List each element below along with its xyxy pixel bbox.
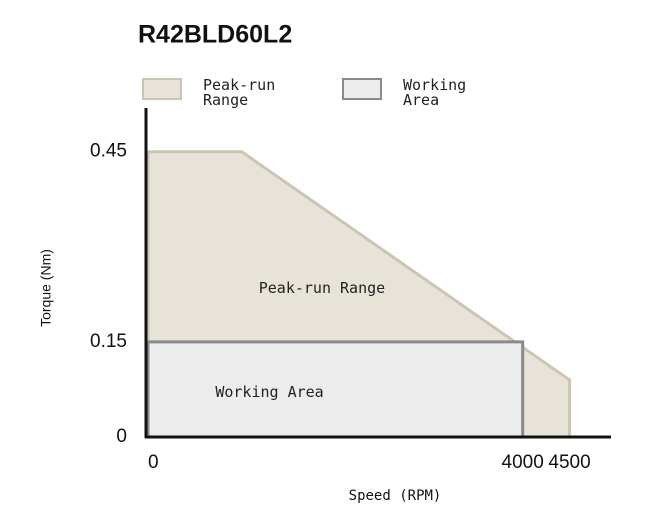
x-tick-label: 0 — [148, 452, 159, 473]
legend-label: Working Area — [403, 76, 467, 109]
legend-swatch — [342, 78, 382, 100]
x-axis-label: Speed (RPM) — [349, 488, 442, 504]
y-axis-label: Torque (Nm) — [38, 249, 54, 327]
y-tick-label: 0.15 — [90, 331, 127, 352]
x-tick-label: 4000 — [502, 452, 544, 473]
legend-label: Peak-run Range — [203, 76, 276, 109]
x-tick-label: 4500 — [548, 452, 590, 473]
area — [146, 340, 525, 439]
y-tick-label: 0 — [116, 426, 127, 447]
legend-swatch — [142, 78, 182, 100]
area-label: Peak-run Range — [259, 279, 385, 297]
chart-title: R42BLD60L2 — [138, 21, 292, 49]
y-tick-label: 0.45 — [90, 141, 127, 162]
area-label: Working Area — [215, 383, 323, 401]
